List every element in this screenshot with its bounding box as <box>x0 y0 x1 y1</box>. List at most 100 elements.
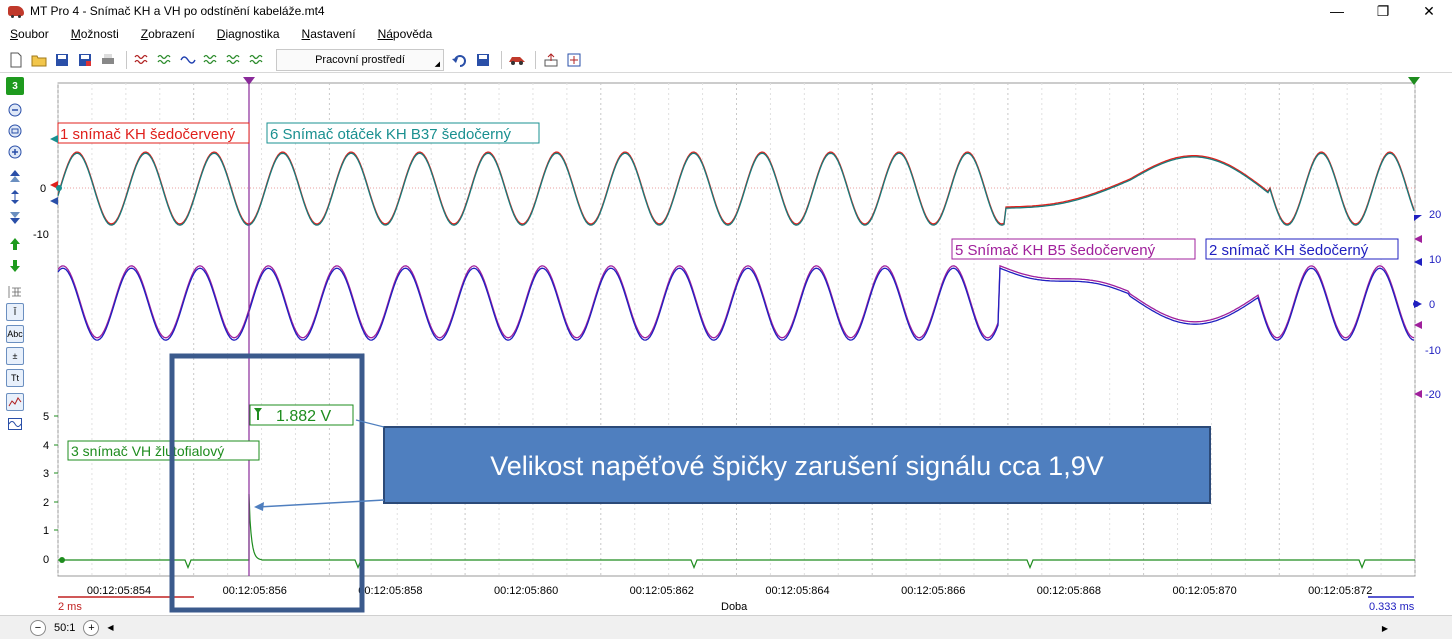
scroll-left-icon[interactable]: ◀ <box>107 623 114 632</box>
save-as-icon[interactable] <box>75 50 95 70</box>
right-top-marker-icon[interactable] <box>1408 77 1420 85</box>
signal-compare-icon[interactable] <box>178 50 198 70</box>
fit-view-icon[interactable] <box>564 50 584 70</box>
ch5-scale-marker-icon[interactable] <box>1414 235 1422 243</box>
annotation-connector <box>355 419 385 428</box>
signal-wave-cross-icon[interactable] <box>155 50 175 70</box>
upper-scale-marker-icon[interactable] <box>50 197 58 205</box>
undo-icon[interactable] <box>450 50 470 70</box>
right-zero-marker-icon[interactable] <box>1414 300 1422 308</box>
channel-badge[interactable]: 3 <box>6 77 24 95</box>
menu-zobrazeni[interactable]: Zobrazení <box>140 27 195 41</box>
spike-highlight-box <box>169 353 365 613</box>
lower-axis-tick: 5 <box>43 411 49 423</box>
time-tick-label: 00:12:05:860 <box>494 585 558 597</box>
time-tick-label: 00:12:05:868 <box>1037 585 1101 597</box>
label-ch6[interactable]: 6 Snímač otáček KH B37 šedočerný <box>266 122 540 144</box>
ch1-offset-marker-icon[interactable] <box>50 181 58 189</box>
zoom-out-icon[interactable] <box>6 101 24 119</box>
waveform-icon[interactable] <box>6 415 24 433</box>
zoom-ratio: 50:1 <box>54 621 76 634</box>
label-ch2-text: 2 snímač KH šedočerný <box>1209 242 1369 259</box>
lower-axis-tick: 3 <box>43 468 49 480</box>
vehicle-icon[interactable] <box>507 50 527 70</box>
right-axis-tick: 0 <box>1429 299 1435 311</box>
move-up-green-icon[interactable] <box>6 235 24 253</box>
expand-vertical-icon[interactable] <box>6 188 24 206</box>
menu-soubor[interactable]: Soubor <box>10 27 49 41</box>
upper-zero-dot-icon <box>56 185 62 191</box>
time-tick-label: 00:12:05:858 <box>358 585 422 597</box>
signal-green-2-icon[interactable] <box>224 50 244 70</box>
left-toolbar: 3 Ĭ Abc ± Tt <box>0 75 30 615</box>
save-icon[interactable] <box>52 50 72 70</box>
ch2-scale-marker-icon[interactable] <box>1414 258 1422 266</box>
cursor-top-marker-icon[interactable] <box>243 77 255 85</box>
scroll-right-icon[interactable]: ▶ <box>1381 623 1389 633</box>
signal-ch6 <box>57 152 1415 226</box>
window-controls: — ❐ ✕ <box>1314 0 1452 22</box>
menu-diagnostika[interactable]: Diagnostika <box>216 27 280 41</box>
label-ch5[interactable]: 5 Snímač KH B5 šedočervený <box>951 238 1196 260</box>
signal-ch5 <box>57 264 1415 339</box>
label-ch1[interactable]: 1 snímač KH šedočervený <box>57 122 250 144</box>
toolbar-separator <box>126 50 127 69</box>
right-axis-tick: -20 <box>1425 389 1441 401</box>
annotation-arrow <box>257 499 385 508</box>
cursor-value-box[interactable]: 1.882 V <box>249 404 354 426</box>
minimize-button[interactable]: — <box>1330 3 1344 19</box>
lower-axis-tick: 0 <box>43 554 49 566</box>
open-folder-icon[interactable] <box>29 50 49 70</box>
ch5-lower-marker-icon[interactable] <box>1414 390 1422 398</box>
ch6-offset-marker-icon[interactable] <box>50 135 58 143</box>
zoom-reset-icon[interactable] <box>6 122 24 140</box>
move-down-green-icon[interactable] <box>6 257 24 275</box>
shift-down-icon[interactable] <box>6 209 24 227</box>
zoom-in-icon[interactable] <box>6 143 24 161</box>
scale-right-label: 0.333 ms <box>1369 601 1415 613</box>
time-text-icon[interactable]: Tt <box>6 369 24 387</box>
menu-napoveda[interactable]: Nápověda <box>377 27 433 41</box>
app-car-icon <box>8 6 24 18</box>
save-workspace-icon[interactable] <box>473 50 493 70</box>
restore-button[interactable]: ❐ <box>1376 2 1390 19</box>
zoom-increase-icon[interactable]: + <box>83 619 100 636</box>
new-file-icon[interactable] <box>6 50 26 70</box>
menu-nastaveni[interactable]: Nastavení <box>301 27 356 41</box>
workspace-dropdown[interactable]: Pracovní prostředí ◢ <box>276 48 444 71</box>
oscilloscope-chart[interactable]: 1 snímač KH šedočervený 6 Snímač otáček … <box>30 75 1452 615</box>
chart-view-icon[interactable] <box>6 393 24 411</box>
toolbar: Pracovní prostředí ◢ <box>0 47 1452 73</box>
print-icon[interactable] <box>98 50 118 70</box>
grid-icon[interactable] <box>6 283 24 301</box>
close-button[interactable]: ✕ <box>1423 2 1435 19</box>
time-tick-label: 00:12:05:854 <box>87 585 151 597</box>
export-icon[interactable] <box>541 50 561 70</box>
cursor-value-text: 1.882 V <box>276 408 331 425</box>
lower-axis-tick-marks <box>54 415 58 531</box>
upper-axis-tick: 0 <box>40 183 46 195</box>
label-ch3[interactable]: 3 snímač VH žlutofialový <box>67 440 260 461</box>
dropdown-caret-icon: ◢ <box>434 60 440 68</box>
cursor-measure-icon[interactable]: Ĭ <box>6 303 24 321</box>
label-ch2[interactable]: 2 snímač KH šedočerný <box>1205 238 1399 260</box>
zoom-decrease-icon[interactable]: − <box>30 619 46 636</box>
time-tick-label: 00:12:05:870 <box>1172 585 1236 597</box>
signal-wave-icon[interactable] <box>132 50 152 70</box>
text-label-icon[interactable]: Abc <box>6 325 24 343</box>
annotation-arrow-head-icon <box>254 502 264 511</box>
menu-moznosti[interactable]: Možnosti <box>70 27 119 41</box>
value-swap-icon[interactable]: ± <box>6 347 24 365</box>
right-axis-tick: -10 <box>1425 345 1441 357</box>
lower-axis-tick: 1 <box>43 525 49 537</box>
time-tick-label: 00:12:05:862 <box>630 585 694 597</box>
right-scale-marker-icon[interactable] <box>1414 215 1422 221</box>
signal-green-3-icon[interactable] <box>247 50 267 70</box>
signal-green-1-icon[interactable] <box>201 50 221 70</box>
shift-up-icon[interactable] <box>6 167 24 185</box>
time-axis: 00:12:05:854 00:12:05:856 00:12:05:858 00:1… <box>87 585 1373 597</box>
ch5-offset-marker-icon[interactable] <box>1414 321 1422 329</box>
label-ch1-text: 1 snímač KH šedočervený <box>60 126 236 143</box>
lower-axis-tick: 2 <box>43 497 49 509</box>
time-axis-label: Doba <box>721 601 748 613</box>
